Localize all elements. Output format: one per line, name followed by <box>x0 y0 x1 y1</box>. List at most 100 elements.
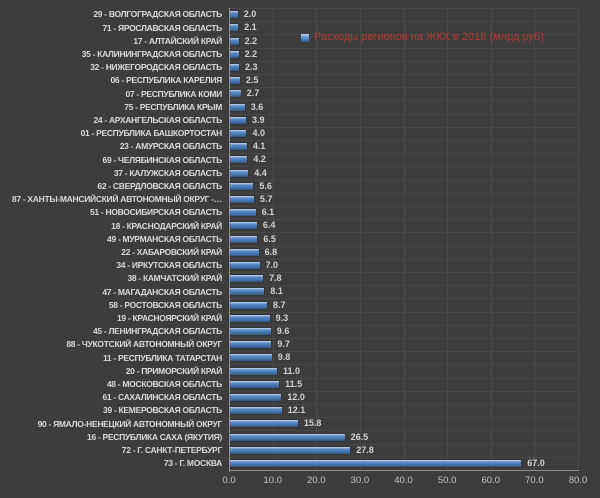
x-tick-label: 80.0 <box>568 475 588 486</box>
category-label: 88 - ЧУКОТСКИЙ АВТОНОМНЫЙ ОКРУГ <box>66 339 222 350</box>
bar[interactable] <box>229 182 254 190</box>
category-label: 51 - НОВОСИБИРСКАЯ ОБЛАСТЬ <box>90 207 222 218</box>
bar-row: 16 - РЕСПУБЛИКА САХА (ЯКУТИЯ) 26.5 <box>0 431 578 444</box>
horizontal-gridline <box>229 100 578 102</box>
vertical-gridline <box>272 8 274 470</box>
horizontal-gridline <box>229 258 578 260</box>
bar[interactable] <box>229 301 267 309</box>
bar-track: 11.0 <box>229 364 578 377</box>
horizontal-gridline <box>229 153 578 155</box>
value-label: 15.8 <box>303 418 322 429</box>
value-label: 4.4 <box>254 167 267 178</box>
bar-track: 3.9 <box>229 114 578 127</box>
bar[interactable] <box>229 235 258 243</box>
value-label: 67.0 <box>527 458 545 468</box>
horizontal-gridline <box>229 456 578 458</box>
value-label: 6.5 <box>263 233 276 244</box>
bar[interactable] <box>229 195 254 203</box>
bar[interactable] <box>229 143 247 151</box>
bar[interactable] <box>229 288 265 296</box>
category-label: 49 - МУРМАНСКАЯ ОБЛАСТЬ <box>107 233 222 244</box>
bar-rows: 29 - ВОЛГОГРАДСКАЯ ОБЛАСТЬ 2.0 71 - ЯРОСЛА… <box>0 8 578 470</box>
bar[interactable] <box>229 209 256 217</box>
bar[interactable] <box>229 169 249 177</box>
value-label: 12.1 <box>287 405 306 416</box>
x-tick-label: 60.0 <box>481 475 501 486</box>
bar-row: 23 - АМУРСКАЯ ОБЛАСТЬ 4.1 <box>0 140 578 153</box>
x-tick-label: 10.0 <box>263 475 282 486</box>
category-label: 69 - ЧЕЛЯБИНСКАЯ ОБЛАСТЬ <box>102 154 223 165</box>
bar-track: 6.5 <box>229 232 578 245</box>
bar-track: 3.6 <box>229 100 578 113</box>
value-label: 7.8 <box>269 273 282 284</box>
horizontal-gridline <box>229 34 578 36</box>
bar-track: 12.0 <box>229 391 578 404</box>
vertical-gridline <box>534 8 536 470</box>
category-label: 62 - СВЕРДЛОВСКАЯ ОБЛАСТЬ <box>97 180 222 191</box>
category-label: 75 - РЕСПУБЛИКА КРЫМ <box>124 101 222 112</box>
bar[interactable] <box>229 63 240 71</box>
bar-track: 2.0 <box>229 8 578 21</box>
category-label: 35 - КАЛИНИНГРАДСКАЯ ОБЛАСТЬ <box>81 48 223 59</box>
bar[interactable] <box>229 393 282 401</box>
category-label: 45 - ЛЕНИНГРАДСКАЯ ОБЛАСТЬ <box>92 326 222 337</box>
legend[interactable]: Расходы регионов на ЖКХ в 2018 (млрд руб… <box>301 30 544 45</box>
category-label: 32 - НИЖЕГОРОДСКАЯ ОБЛАСТЬ <box>90 62 222 73</box>
legend-label: Расходы регионов на ЖКХ в 2018 (млрд руб… <box>314 31 545 43</box>
bar[interactable] <box>229 156 248 164</box>
bar[interactable] <box>229 222 257 230</box>
bar[interactable] <box>229 50 239 58</box>
bar-row: 45 - ЛЕНИНГРАДСКАЯ ОБЛАСТЬ 9.6 <box>0 325 578 338</box>
bar[interactable] <box>229 275 264 283</box>
bar-row: 32 - НИЖЕГОРОДСКАЯ ОБЛАСТЬ 2.3 <box>0 61 578 74</box>
bar[interactable] <box>229 327 271 335</box>
bar[interactable] <box>229 314 270 322</box>
category-label: 23 - АМУРСКАЯ ОБЛАСТЬ <box>119 141 223 152</box>
bar[interactable] <box>229 460 522 467</box>
bar-track: 2.5 <box>229 74 578 87</box>
bar[interactable] <box>229 116 246 124</box>
category-label: 17 - АЛТАЙСКИЙ КРАЙ <box>133 35 222 46</box>
vertical-gridline <box>403 8 405 470</box>
horizontal-gridline <box>229 140 578 141</box>
bar-track: 26.5 <box>229 431 578 444</box>
bar[interactable] <box>229 341 272 349</box>
bar[interactable] <box>229 367 277 375</box>
bar[interactable] <box>229 77 240 85</box>
bar-track: 2.1 <box>229 21 578 34</box>
bar[interactable] <box>229 354 272 362</box>
bar[interactable] <box>229 37 239 45</box>
horizontal-gridline <box>229 219 578 221</box>
value-label: 9.6 <box>276 325 290 336</box>
category-label: 01 - РЕСПУБЛИКА БАШКОРТОСТАН <box>80 128 223 139</box>
value-label: 2.0 <box>243 9 257 20</box>
bar[interactable] <box>229 407 282 415</box>
bar[interactable] <box>229 433 345 441</box>
x-tick-label: 70.0 <box>525 475 544 486</box>
category-label: 20 - ПРИМОРСКИЙ КРАЙ <box>125 365 223 376</box>
bar-row: 29 - ВОЛГОГРАДСКАЯ ОБЛАСТЬ 2.0 <box>0 8 578 21</box>
value-label: 2.2 <box>244 48 258 59</box>
vertical-gridline <box>578 8 579 470</box>
bar-track: 6.8 <box>229 246 578 259</box>
bar[interactable] <box>229 103 245 111</box>
bar[interactable] <box>229 261 260 269</box>
bar[interactable] <box>229 11 238 19</box>
vertical-gridline <box>490 8 492 470</box>
bar[interactable] <box>229 24 239 32</box>
value-label: 4.0 <box>252 127 265 138</box>
bar-row: 11 - РЕСПУБЛИКА ТАТАРСТАН 9.8 <box>0 351 578 364</box>
bar[interactable] <box>229 446 351 454</box>
bar[interactable] <box>229 248 259 256</box>
bar[interactable] <box>229 90 241 98</box>
value-label: 27.8 <box>356 444 374 455</box>
category-label: 73 - Г. МОСКВА <box>163 458 222 469</box>
bar[interactable] <box>229 380 280 388</box>
category-label: 71 - ЯРОСЛАВСКАЯ ОБЛАСТЬ <box>102 22 223 33</box>
plot-area <box>229 8 579 470</box>
bar[interactable] <box>229 420 298 428</box>
value-label: 6.8 <box>264 246 278 257</box>
horizontal-gridline <box>229 8 578 9</box>
value-axis-line <box>229 470 579 471</box>
bar[interactable] <box>229 129 247 137</box>
